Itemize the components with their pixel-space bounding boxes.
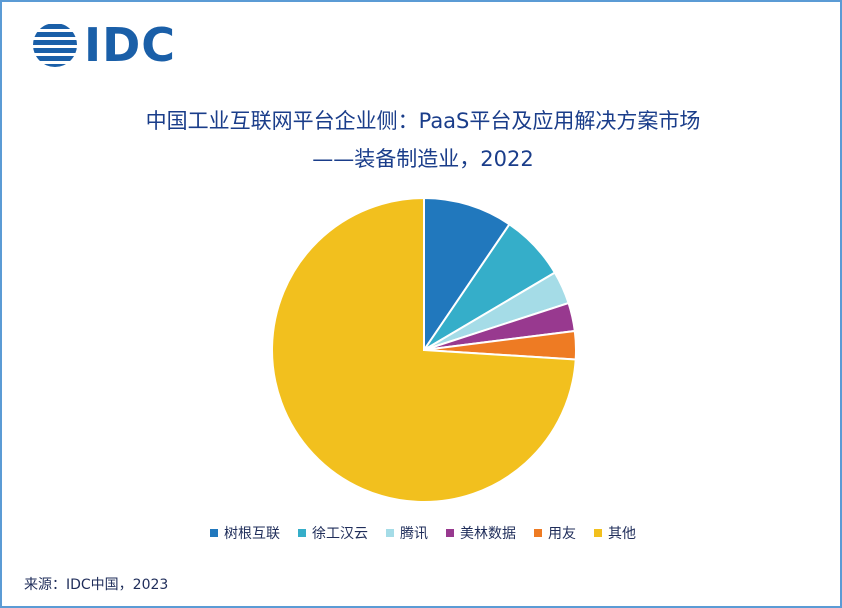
legend-item: 其他 xyxy=(594,523,636,543)
legend-item: 腾讯 xyxy=(386,523,428,543)
legend-item: 用友 xyxy=(534,523,576,543)
chart-title-line1: 中国工业互联网平台企业侧：PaaS平台及应用解决方案市场 xyxy=(145,109,701,133)
source-note: 来源：IDC中国，2023 xyxy=(24,577,169,593)
pie-chart xyxy=(264,190,584,510)
pie-slice-6 xyxy=(271,196,577,503)
legend-swatch xyxy=(534,529,542,537)
legend-item: 树根互联 xyxy=(210,523,280,543)
chart-title: 中国工业互联网平台企业侧：PaaS平台及应用解决方案市场 ——装备制造业，202… xyxy=(2,102,842,178)
legend-swatch xyxy=(386,529,394,537)
legend-swatch xyxy=(210,529,218,537)
legend-swatch xyxy=(446,529,454,537)
chart-legend: 树根互联 徐工汉云 腾讯 美林数据 用友 其他 xyxy=(2,523,842,543)
legend-label: 树根互联 xyxy=(224,526,280,542)
pie-svg xyxy=(271,196,577,503)
legend-item: 美林数据 xyxy=(446,523,516,543)
legend-item: 徐工汉云 xyxy=(298,523,368,543)
legend-label: 美林数据 xyxy=(460,526,516,542)
idc-logo: IDC xyxy=(30,20,176,70)
legend-swatch xyxy=(594,529,602,537)
globe-icon xyxy=(33,24,77,67)
legend-label: 其他 xyxy=(608,526,636,542)
legend-swatch xyxy=(298,529,306,537)
pie-slice-1 xyxy=(423,196,511,354)
legend-label: 腾讯 xyxy=(400,526,428,542)
chart-title-line2: ——装备制造业，2022 xyxy=(312,147,534,171)
legend-label: 徐工汉云 xyxy=(312,526,368,542)
legend-label: 用友 xyxy=(548,526,576,542)
logo-text: IDC xyxy=(84,18,177,72)
